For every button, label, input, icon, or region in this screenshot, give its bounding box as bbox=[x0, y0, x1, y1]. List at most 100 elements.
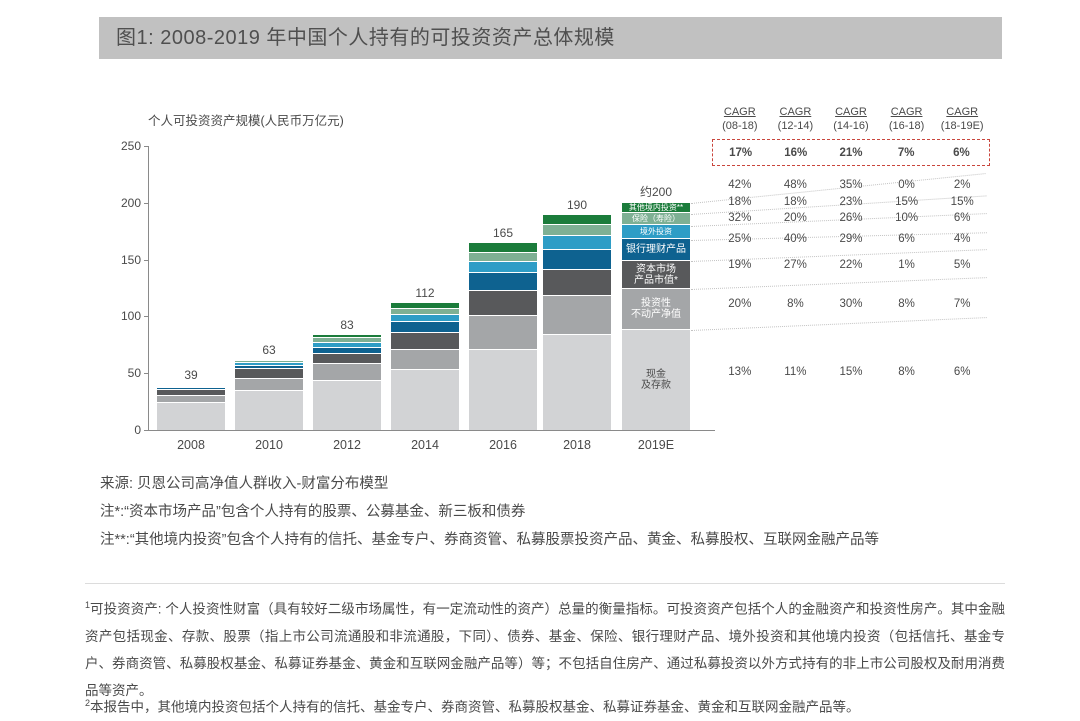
segment-label-资本市场产品市值*: 资本市场 产品市值* bbox=[634, 263, 678, 286]
footnote-1-marker: 1 bbox=[85, 600, 91, 610]
segment-2019E-投资性不动产净值: 投资性 不动产净值 bbox=[622, 289, 690, 330]
cagr-value: 4% bbox=[953, 233, 971, 245]
y-tick-label-0: 0 bbox=[134, 423, 141, 437]
segment-2019E-银行理财产品: 银行理财产品 bbox=[622, 239, 690, 261]
segment-2012-资本市场产品市值* bbox=[313, 354, 381, 364]
y-tick-mark bbox=[144, 259, 149, 261]
note-double-star-line: 注**:“其他境内投资”包含个人持有的信托、基金专户、券商资管、私募股票投资产品… bbox=[100, 532, 879, 548]
segment-2010-境外投资 bbox=[235, 363, 303, 366]
bar-2010: 63 bbox=[235, 343, 303, 430]
cagr-total-value-3: 7% bbox=[897, 146, 915, 159]
cagr-value: 26% bbox=[839, 212, 863, 224]
stacked-bar-chart: 0 50 100 150 200 250 39 2008 63 2010 83 2012 112 2014… bbox=[121, 139, 715, 452]
bar-2012: 83 bbox=[313, 318, 381, 430]
footnote-1-text: 可投资资产: 个人投资性财富（具有较好二级市场属性，有一定流动性的资产）总量的衡… bbox=[85, 601, 1005, 698]
y-tick-label-200: 200 bbox=[120, 195, 141, 210]
cagr-value: 20% bbox=[783, 212, 807, 224]
x-axis-label-2014: 2014 bbox=[411, 438, 439, 452]
bar-total-label-2018: 190 bbox=[566, 198, 588, 212]
figure-title: 图1: 2008-2019 年中国个人持有的可投资资产总体规模 bbox=[116, 27, 615, 49]
segment-2018-投资性不动产净值 bbox=[543, 296, 611, 335]
bar-2018: 190 bbox=[543, 198, 611, 430]
leader-line-6 bbox=[691, 317, 987, 331]
cagr-period: (16-18) bbox=[888, 120, 925, 132]
cagr-row-保险（寿险）: 18% 18% 23% 15% 15% bbox=[712, 196, 990, 208]
cagr-value: 32% bbox=[728, 212, 752, 224]
cagr-value: 6% bbox=[953, 212, 971, 224]
chart-notes: 来源: 贝恩公司高净值人群收入-财富分布模型 注*:“资本市场产品”包含个人持有… bbox=[100, 470, 1000, 554]
segment-2012-投资性不动产净值 bbox=[313, 364, 381, 381]
cagr-label: CAGR bbox=[835, 106, 867, 118]
x-axis-label-2012: 2012 bbox=[333, 438, 361, 452]
cagr-value: 27% bbox=[783, 259, 807, 271]
segment-label-保险（寿险）: 保险（寿险） bbox=[632, 214, 680, 223]
segment-2012-其他境内投资** bbox=[313, 335, 381, 338]
cagr-row-投资性不动产净值: 20% 8% 30% 8% 7% bbox=[712, 298, 990, 310]
segment-2010-银行理财产品 bbox=[235, 366, 303, 369]
cagr-value: 23% bbox=[839, 196, 863, 208]
segment-2016-境外投资 bbox=[469, 262, 537, 273]
segment-2014-保险（寿险） bbox=[391, 309, 459, 315]
cagr-value: 0% bbox=[898, 179, 915, 191]
segment-2008-现金及存款 bbox=[157, 403, 225, 430]
segment-2018-其他境内投资** bbox=[543, 215, 611, 225]
y-tick-mark bbox=[144, 316, 149, 318]
segment-2010-其他境内投资** bbox=[235, 360, 303, 361]
segment-2019E-其他境内投资**: 其他境内投资** bbox=[622, 203, 690, 213]
cagr-total-value-2: 21% bbox=[839, 146, 863, 159]
footnote-divider bbox=[85, 583, 1005, 584]
cagr-value: 6% bbox=[898, 233, 915, 245]
cagr-column-header-4: CAGR (18-19E) bbox=[934, 105, 990, 133]
cagr-value: 18% bbox=[728, 196, 752, 208]
cagr-value: 30% bbox=[839, 298, 863, 310]
segment-2014-投资性不动产净值 bbox=[391, 350, 459, 370]
cagr-value: 8% bbox=[898, 366, 915, 378]
segment-2012-保险（寿险） bbox=[313, 338, 381, 343]
cagr-value: 5% bbox=[953, 259, 971, 271]
segment-2014-境外投资 bbox=[391, 315, 459, 322]
cagr-value: 15% bbox=[950, 196, 974, 208]
cagr-value: 7% bbox=[953, 298, 971, 310]
cagr-value: 15% bbox=[895, 196, 919, 208]
segment-label-银行理财产品: 银行理财产品 bbox=[626, 244, 686, 255]
cagr-value: 20% bbox=[728, 298, 752, 310]
segment-2019E-资本市场产品市值*: 资本市场 产品市值* bbox=[622, 261, 690, 289]
bar-total-label-2008: 39 bbox=[184, 368, 198, 382]
cagr-total-box: 17% 16% 21% 7% 6% bbox=[712, 139, 990, 166]
cagr-value: 40% bbox=[783, 233, 807, 245]
y-tick-label-250: 250 bbox=[120, 139, 141, 153]
segment-2016-资本市场产品市值* bbox=[469, 291, 537, 316]
y-tick-mark bbox=[144, 373, 149, 375]
segment-2008-其他境内投资** bbox=[157, 385, 225, 386]
segment-2008-银行理财产品 bbox=[157, 388, 225, 390]
cagr-row-现金及存款: 13% 11% 15% 8% 6% bbox=[712, 366, 990, 378]
cagr-label: CAGR bbox=[890, 106, 923, 118]
cagr-value: 1% bbox=[898, 259, 915, 271]
segment-2016-保险（寿险） bbox=[469, 253, 537, 262]
cagr-period: (12-14) bbox=[777, 120, 814, 132]
note-star-line: 注*:“资本市场产品”包含个人持有的股票、公募基金、新三板和债券 bbox=[100, 504, 526, 520]
segment-label-投资性不动产净值: 投资性 不动产净值 bbox=[631, 298, 681, 320]
footnote-1: 1可投资资产: 个人投资性财富（具有较好二级市场属性，有一定流动性的资产）总量的… bbox=[85, 592, 1005, 704]
cagr-period: (08-18) bbox=[722, 120, 758, 132]
x-axis-label-2010: 2010 bbox=[255, 438, 283, 452]
cagr-value: 10% bbox=[895, 212, 919, 224]
segment-2014-现金及存款 bbox=[391, 370, 459, 430]
cagr-value: 25% bbox=[728, 233, 752, 245]
cagr-row-境外投资: 32% 20% 26% 10% 6% bbox=[712, 212, 990, 224]
cagr-value: 42% bbox=[728, 179, 752, 191]
cagr-period: (18-19E) bbox=[940, 120, 984, 132]
segment-2014-银行理财产品 bbox=[391, 322, 459, 333]
segment-2016-银行理财产品 bbox=[469, 273, 537, 291]
y-tick-label-150: 150 bbox=[120, 252, 141, 267]
segment-2018-银行理财产品 bbox=[543, 250, 611, 270]
cagr-value: 13% bbox=[728, 366, 752, 378]
bar-total-label-2012: 83 bbox=[340, 318, 354, 332]
segment-2018-现金及存款 bbox=[543, 335, 611, 430]
cagr-value: 15% bbox=[839, 366, 863, 378]
cagr-row-银行理财产品: 25% 40% 29% 6% 4% bbox=[712, 233, 990, 245]
y-tick-label-50: 50 bbox=[127, 366, 141, 381]
cagr-value: 8% bbox=[787, 298, 804, 310]
segment-2008-投资性不动产净值 bbox=[157, 396, 225, 403]
y-tick-mark bbox=[144, 430, 149, 431]
